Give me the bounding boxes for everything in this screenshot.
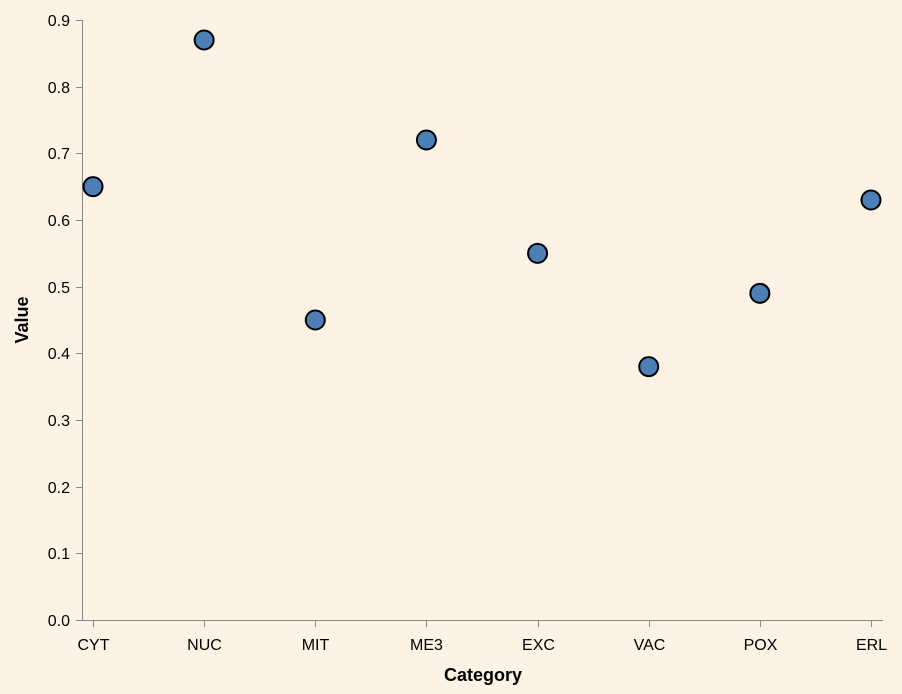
data-point-mit[interactable]: [304, 309, 326, 331]
y-tick-label: 0.6: [48, 213, 70, 230]
data-point-nuc[interactable]: [193, 29, 215, 51]
x-tick-label-pox: POX: [744, 637, 778, 654]
x-tick-label-me3: ME3: [410, 637, 443, 654]
y-tick-label: 0.0: [48, 613, 70, 630]
data-point-vac[interactable]: [638, 356, 660, 378]
data-points: [82, 29, 882, 378]
data-point-erl[interactable]: [860, 189, 882, 211]
y-tick-label: 0.4: [48, 346, 70, 363]
x-axis: CYT NUC MIT ME3 EXC VAC POX ERL: [78, 620, 887, 654]
x-tick-label-nuc: NUC: [187, 637, 222, 654]
data-point-exc[interactable]: [527, 242, 549, 264]
x-tick-label-exc: EXC: [522, 637, 555, 654]
x-tick-label-mit: MIT: [302, 637, 330, 654]
y-axis: 0.0 0.1 0.2 0.3 0.4 0.5 0.6 0.7 0.8 0.9: [48, 13, 83, 630]
y-axis-title: Value: [12, 296, 32, 343]
y-tick-label: 0.8: [48, 80, 70, 97]
y-tick-label: 0.7: [48, 146, 70, 163]
data-point-me3[interactable]: [415, 129, 437, 151]
x-tick-label-erl: ERL: [856, 637, 887, 654]
x-tick-label-vac: VAC: [634, 637, 666, 654]
y-tick-label: 0.9: [48, 13, 70, 30]
x-axis-title: Category: [444, 665, 522, 685]
y-tick-label: 0.3: [48, 413, 70, 430]
y-tick-label: 0.1: [48, 546, 70, 563]
data-point-pox[interactable]: [749, 282, 771, 304]
data-point-cyt[interactable]: [82, 176, 104, 198]
x-tick-label-cyt: CYT: [78, 637, 110, 654]
y-tick-label: 0.2: [48, 480, 70, 497]
y-tick-label: 0.5: [48, 280, 70, 297]
